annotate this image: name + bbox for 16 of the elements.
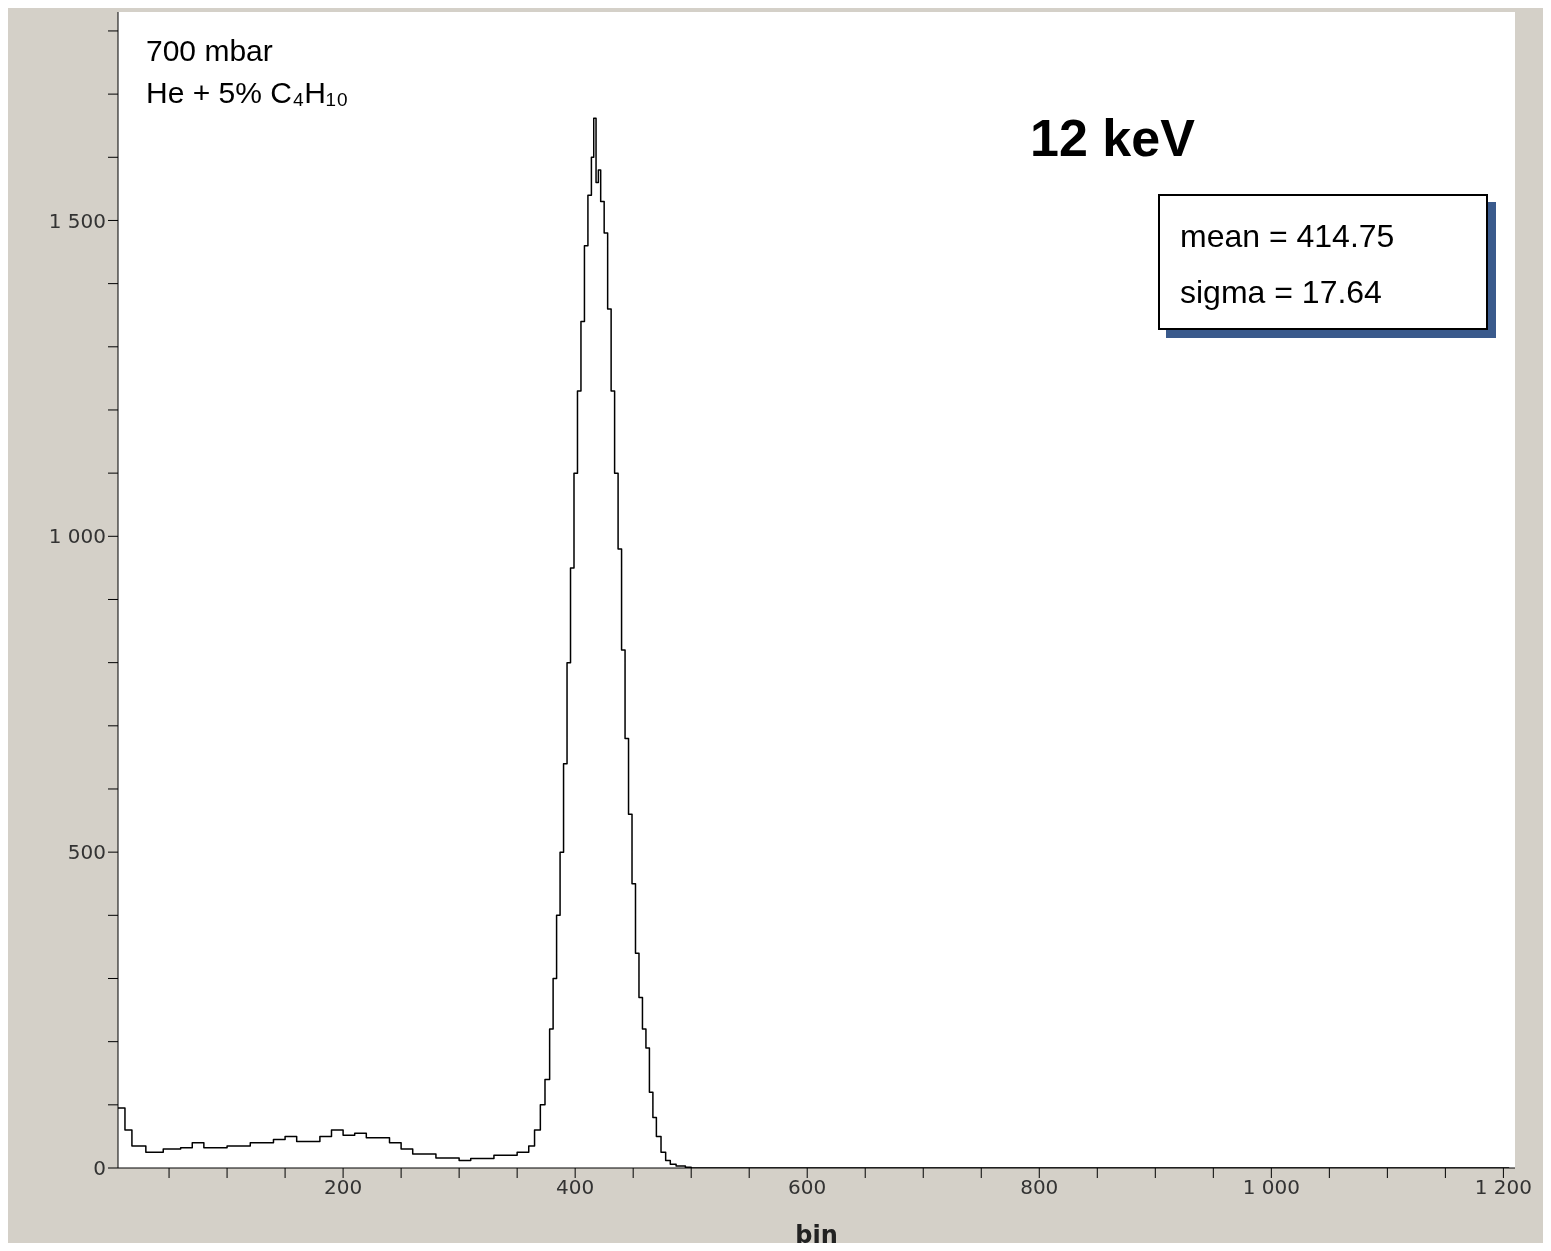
annotation: He + 5% C₄H₁₀ [146, 75, 349, 111]
x-tick-label: 800 [1020, 1175, 1059, 1200]
y-tick-label: 0 [93, 1156, 106, 1181]
x-axis-title: bin [795, 1221, 838, 1249]
x-tick-label: 1 200 [1474, 1175, 1533, 1200]
text: 12 keV [1030, 108, 1195, 168]
y-tick-label: 1 000 [48, 524, 106, 549]
y-tick-label: 500 [67, 840, 106, 865]
x-tick-label: 600 [788, 1175, 827, 1200]
annotation: mean = 414.75 [1180, 217, 1396, 256]
x-tick-label: 1 000 [1242, 1175, 1300, 1200]
x-tick-label: 400 [556, 1175, 595, 1200]
x-tick-label: 200 [324, 1175, 363, 1200]
annotation: sigma = 17.64 [1180, 273, 1383, 312]
y-tick-label: 1 500 [48, 208, 106, 233]
annotation: 700 mbar [146, 33, 274, 69]
